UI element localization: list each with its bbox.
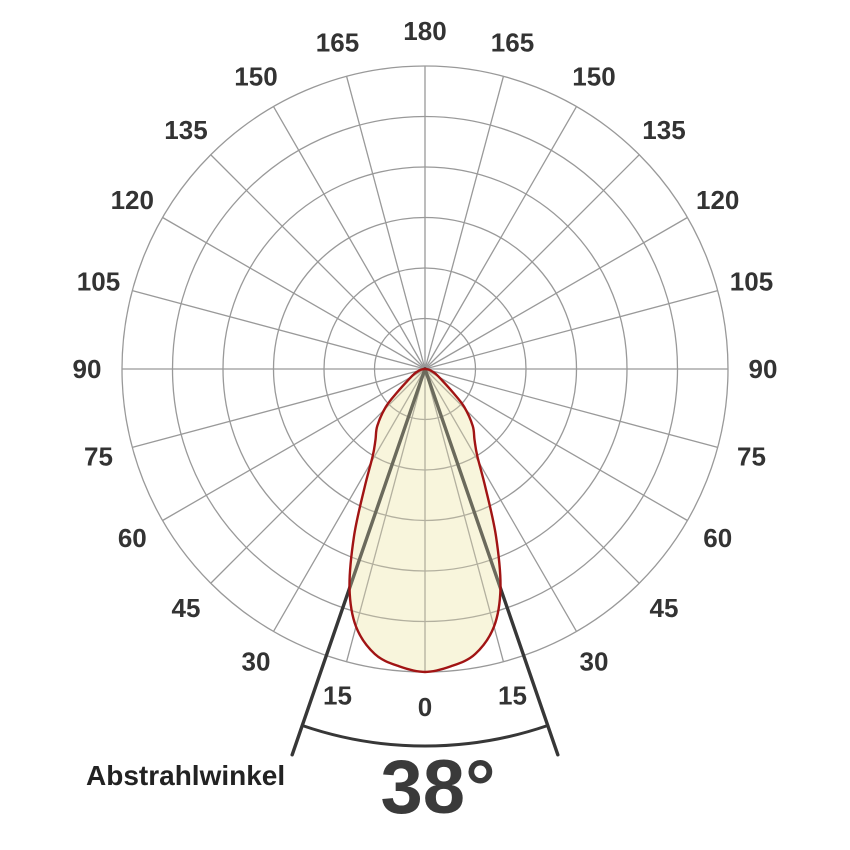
angle-tick-label: 15 — [498, 681, 527, 711]
beam-angle-line — [349, 368, 427, 672]
angle-tick-label: 120 — [696, 185, 739, 215]
beam-angle-line — [423, 368, 501, 672]
grid-radial-line — [349, 368, 426, 662]
angle-tick-label: 165 — [316, 28, 359, 58]
grid-radial-line — [272, 106, 426, 370]
grid-radial-line — [424, 154, 640, 370]
grid-radial-line — [424, 368, 718, 449]
grid-radial-line — [132, 368, 426, 449]
grid-radial-line — [162, 368, 426, 522]
grid-radial-line — [132, 289, 426, 370]
grid-radial-line — [345, 76, 426, 370]
angle-tick-labels: 0 15 15 30 30 45 45 60 60 75 75 90 90 105 105 120 120 135… — [73, 16, 778, 722]
angle-tick-label: 135 — [164, 115, 207, 145]
angle-tick-label: 60 — [118, 523, 147, 553]
angle-tick-label: 150 — [234, 61, 277, 91]
angle-tick-label: 90 — [73, 354, 102, 384]
beam-angle-arc — [300, 724, 550, 748]
light-distribution-curve — [348, 367, 502, 674]
angle-tick-label: 105 — [730, 267, 773, 297]
grid-radial-line — [424, 368, 501, 662]
angle-tick-label: 135 — [642, 115, 685, 145]
grid-radial-line — [424, 76, 505, 370]
grid-radial-line — [424, 216, 688, 370]
angle-tick-label: 120 — [111, 185, 154, 215]
grid-radial-line — [210, 154, 426, 370]
angle-tick-label: 15 — [323, 681, 352, 711]
grid-radial-line — [424, 106, 578, 370]
angle-tick-label: 30 — [580, 647, 609, 677]
angle-tick-label: 75 — [84, 442, 113, 472]
angle-tick-label: 90 — [749, 354, 778, 384]
grid-radial-line — [424, 289, 718, 370]
grid-radial-line — [349, 368, 426, 584]
beam-angle-value: 38° — [380, 745, 496, 830]
angle-tick-label: 105 — [77, 267, 120, 297]
grid-radial-line — [162, 216, 426, 370]
angle-tick-label: 0 — [418, 692, 432, 722]
grid-radial-line — [424, 368, 501, 632]
grid-radial-line — [424, 368, 688, 522]
angle-tick-label: 30 — [242, 647, 271, 677]
beam-angle-label: Abstrahlwinkel — [86, 760, 286, 791]
grid-radial-line — [349, 368, 426, 632]
angle-tick-label: 75 — [737, 442, 766, 472]
grid-radial-line — [424, 368, 501, 584]
angle-tick-label: 150 — [572, 61, 615, 91]
angle-tick-label: 45 — [172, 593, 201, 623]
angle-tick-label: 60 — [703, 523, 732, 553]
angle-tick-label: 45 — [650, 593, 679, 623]
angle-tick-label: 165 — [491, 28, 534, 58]
angle-tick-label: 180 — [403, 16, 446, 46]
